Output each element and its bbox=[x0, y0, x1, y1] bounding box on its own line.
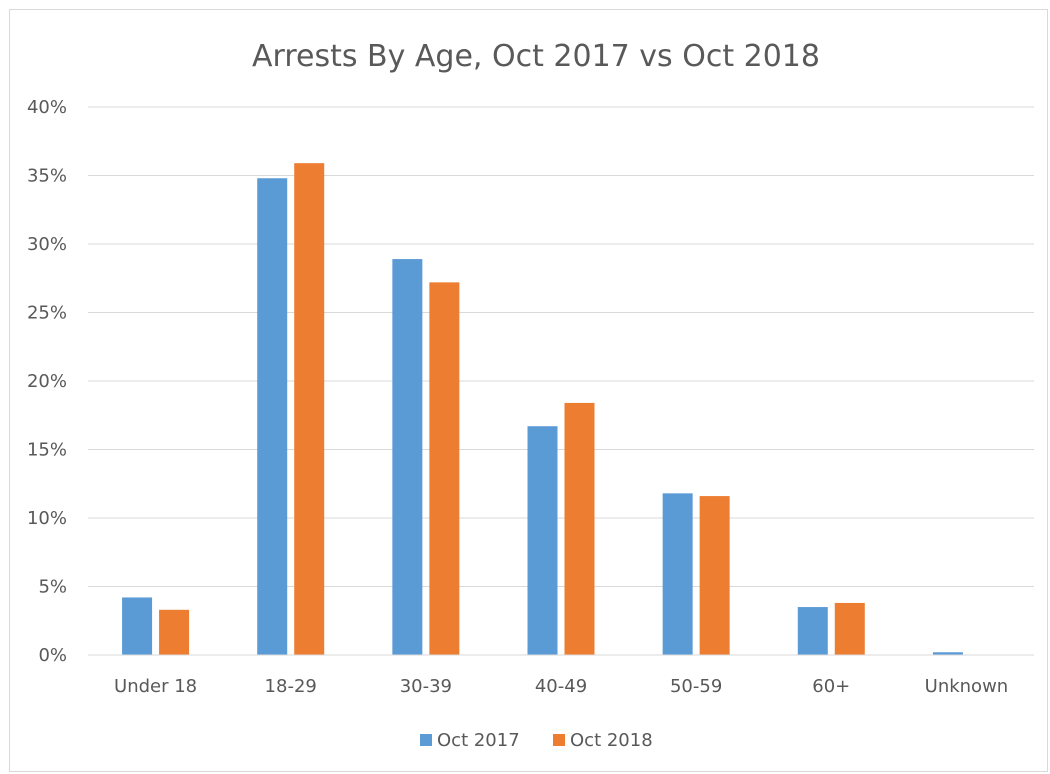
bar-oct-2018-18-29 bbox=[294, 163, 325, 656]
x-tick-label: 60+ bbox=[812, 676, 850, 697]
bar-oct-2018-60+ bbox=[834, 602, 865, 655]
x-tick-label: 30-39 bbox=[400, 676, 452, 697]
bar-oct-2017-50-59 bbox=[662, 493, 693, 655]
y-tick-label: 30% bbox=[27, 234, 67, 255]
x-tick-label: Unknown bbox=[925, 676, 1009, 697]
x-axis-ticks: Under 18 18-29 30-39 40-49 50-59 60+ Unknown bbox=[114, 676, 1008, 697]
legend-label: Oct 2017 bbox=[437, 730, 520, 751]
bar-oct-2017-18-29 bbox=[257, 178, 288, 656]
y-tick-label: 10% bbox=[27, 508, 67, 529]
bar-oct-2017-60+ bbox=[797, 607, 828, 655]
legend: Oct 2017 Oct 2018 bbox=[420, 730, 653, 751]
bar-oct-2017-under-18 bbox=[122, 597, 153, 655]
bar-oct-2018-50-59 bbox=[699, 496, 730, 655]
gridlines bbox=[88, 106, 1034, 587]
y-tick-label: 5% bbox=[38, 577, 67, 598]
y-tick-label: 40% bbox=[27, 97, 67, 118]
bars bbox=[122, 163, 963, 656]
bar-oct-2017-unknown bbox=[932, 652, 963, 655]
legend-swatch bbox=[420, 734, 432, 746]
bar-oct-2018-under-18 bbox=[159, 609, 190, 655]
x-tick-label: 40-49 bbox=[535, 676, 587, 697]
chart-title: Arrests By Age, Oct 2017 vs Oct 2018 bbox=[252, 39, 820, 74]
x-tick-label: Under 18 bbox=[114, 676, 197, 697]
x-tick-label: 50-59 bbox=[670, 676, 722, 697]
y-tick-label: 20% bbox=[27, 371, 67, 392]
y-tick-label: 15% bbox=[27, 440, 67, 461]
y-tick-label: 35% bbox=[27, 166, 67, 187]
bar-oct-2017-40-49 bbox=[527, 426, 558, 655]
y-tick-label: 25% bbox=[27, 303, 67, 324]
legend-swatch bbox=[553, 734, 565, 746]
legend-label: Oct 2018 bbox=[570, 730, 653, 751]
y-axis-ticks: 0% 5% 10% 15% 20% 25% 30% 35% 40% bbox=[27, 97, 67, 666]
bar-oct-2017-30-39 bbox=[392, 259, 423, 655]
bar-oct-2018-30-39 bbox=[429, 282, 460, 655]
x-tick-label: 18-29 bbox=[265, 676, 317, 697]
y-tick-label: 0% bbox=[38, 645, 67, 666]
bar-oct-2018-40-49 bbox=[564, 402, 595, 655]
